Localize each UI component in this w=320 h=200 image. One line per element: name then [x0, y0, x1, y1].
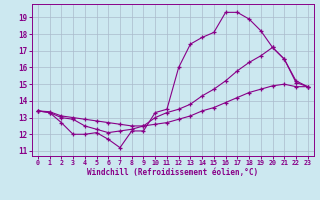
X-axis label: Windchill (Refroidissement éolien,°C): Windchill (Refroidissement éolien,°C) [87, 168, 258, 177]
